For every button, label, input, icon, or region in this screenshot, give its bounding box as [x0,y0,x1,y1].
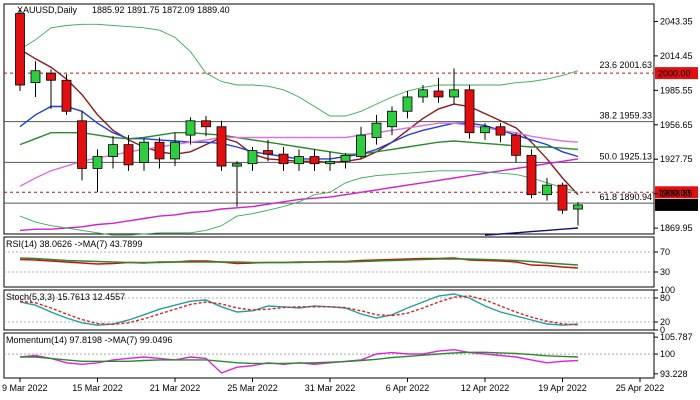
candle-30 [480,126,490,134]
overlay-line-4 [19,158,579,232]
level-badge-0: 2000.00 [658,69,691,79]
stoch-tick-label-0: 100 [660,285,675,295]
candle-10 [170,141,180,160]
panel-frame-stoch [3,289,655,331]
x-tick-label-0: 9 Mar 2022 [2,383,48,393]
overlay-line-6 [19,23,579,117]
momentum-header: Momentum(14) 97.8198 ->MA(7) 99.0496 [6,335,172,345]
last-price-label: 1889.40 [658,200,691,210]
x-tick-label-3: 25 Mar 2022 [227,383,278,393]
candle-27 [433,90,444,98]
candle-17 [278,153,289,165]
candle-3 [61,79,72,112]
ohlc-header: 1885.92 1891.75 1872.09 1889.40 [92,5,230,15]
x-tick-label-2: 21 Mar 2022 [150,383,201,393]
rsi-tick-label-0: 70 [660,247,670,257]
price-tick-label-4: 1927.75 [660,154,693,164]
stoch-header: Stoch(5,3,3) 15.7613 12.4557 [6,292,125,302]
candle-2 [46,72,56,81]
level-label-1: 38.2 1959.33 [599,111,652,121]
candle-6 [108,144,118,157]
x-tick-label-1: 15 Mar 2022 [72,383,123,393]
candle-9 [154,141,165,160]
rsi-tick-label-1: 30 [660,267,670,277]
candle-12 [201,120,211,128]
candle-14 [232,163,242,167]
stoch-tick-label-2: 20 [660,317,670,327]
candle-28 [449,89,459,98]
candle-1 [30,70,41,84]
level-badge-3: 1900.00 [658,188,691,198]
price-tick-label-2: 1985.55 [660,85,693,95]
level-label-4: 61.8 1890.94 [599,192,652,202]
panel-frame-price [3,3,655,235]
candle-32 [511,134,521,156]
level-label-0: 23.6 2001.63 [599,60,652,70]
rsi-series-1 [19,257,579,266]
level-badge-bg-3 [655,186,698,199]
candle-29 [464,89,475,134]
x-tick-label-5: 6 Apr 2022 [386,383,430,393]
price-tick-label-5: 1898.85 [660,189,693,199]
momentum-tick-label-1: 100 [660,349,675,359]
candle-18 [294,156,304,165]
candle-8 [139,141,149,163]
candle-11 [185,120,196,136]
candle-5 [92,156,103,169]
candle-23 [371,122,382,138]
candle-7 [123,144,134,166]
panel-frame-mom [3,332,655,379]
level-badge-bg-0 [655,67,698,80]
level-label-2: 50.0 1925.13 [599,151,652,161]
x-tick-label-4: 31 Mar 2022 [305,383,356,393]
stoch-series-1 [19,295,579,326]
price-tick-label-0: 2043.35 [660,16,693,26]
price-tick-label-1: 2014.45 [660,51,693,61]
candle-21 [340,154,351,162]
overlay-line-7 [19,170,579,236]
candle-34 [542,184,552,196]
candle-4 [77,120,87,169]
candle-20 [325,160,335,165]
candle-33 [526,154,537,196]
candle-22 [356,134,366,157]
momentum-tick-label-0: 105.787 [660,332,693,342]
candle-15 [247,150,258,165]
last-price-bg [655,198,698,211]
candle-24 [387,110,397,128]
candle-31 [495,126,506,136]
candle-25 [402,96,413,112]
panel-frame-rsi [3,236,655,288]
candle-36 [573,204,583,210]
candle-35 [557,184,568,211]
candle-0 [15,13,25,86]
stoch-tick-label-1: 80 [660,293,670,303]
x-tick-label-7: 19 Apr 2022 [538,383,587,393]
candle-16 [263,150,273,155]
candle-26 [418,89,428,98]
stoch-tick-label-3: 0 [660,325,665,335]
price-tick-label-3: 1956.65 [660,120,693,130]
symbol-header: XAUUSD,Daily [17,5,78,15]
x-tick-label-6: 12 Apr 2022 [461,383,510,393]
overlay-line-5 [484,227,579,236]
candle-13 [216,126,227,167]
price-tick-label-6: 1869.95 [660,223,693,233]
rsi-header: RSI(14) 38.0626 ->MA(7) 43.7899 [6,239,142,249]
candle-19 [309,156,320,165]
momentum-tick-label-2: 93.228 [660,369,688,379]
momentum-series-1 [20,351,579,365]
x-tick-label-8: 25 Apr 2022 [616,383,665,393]
